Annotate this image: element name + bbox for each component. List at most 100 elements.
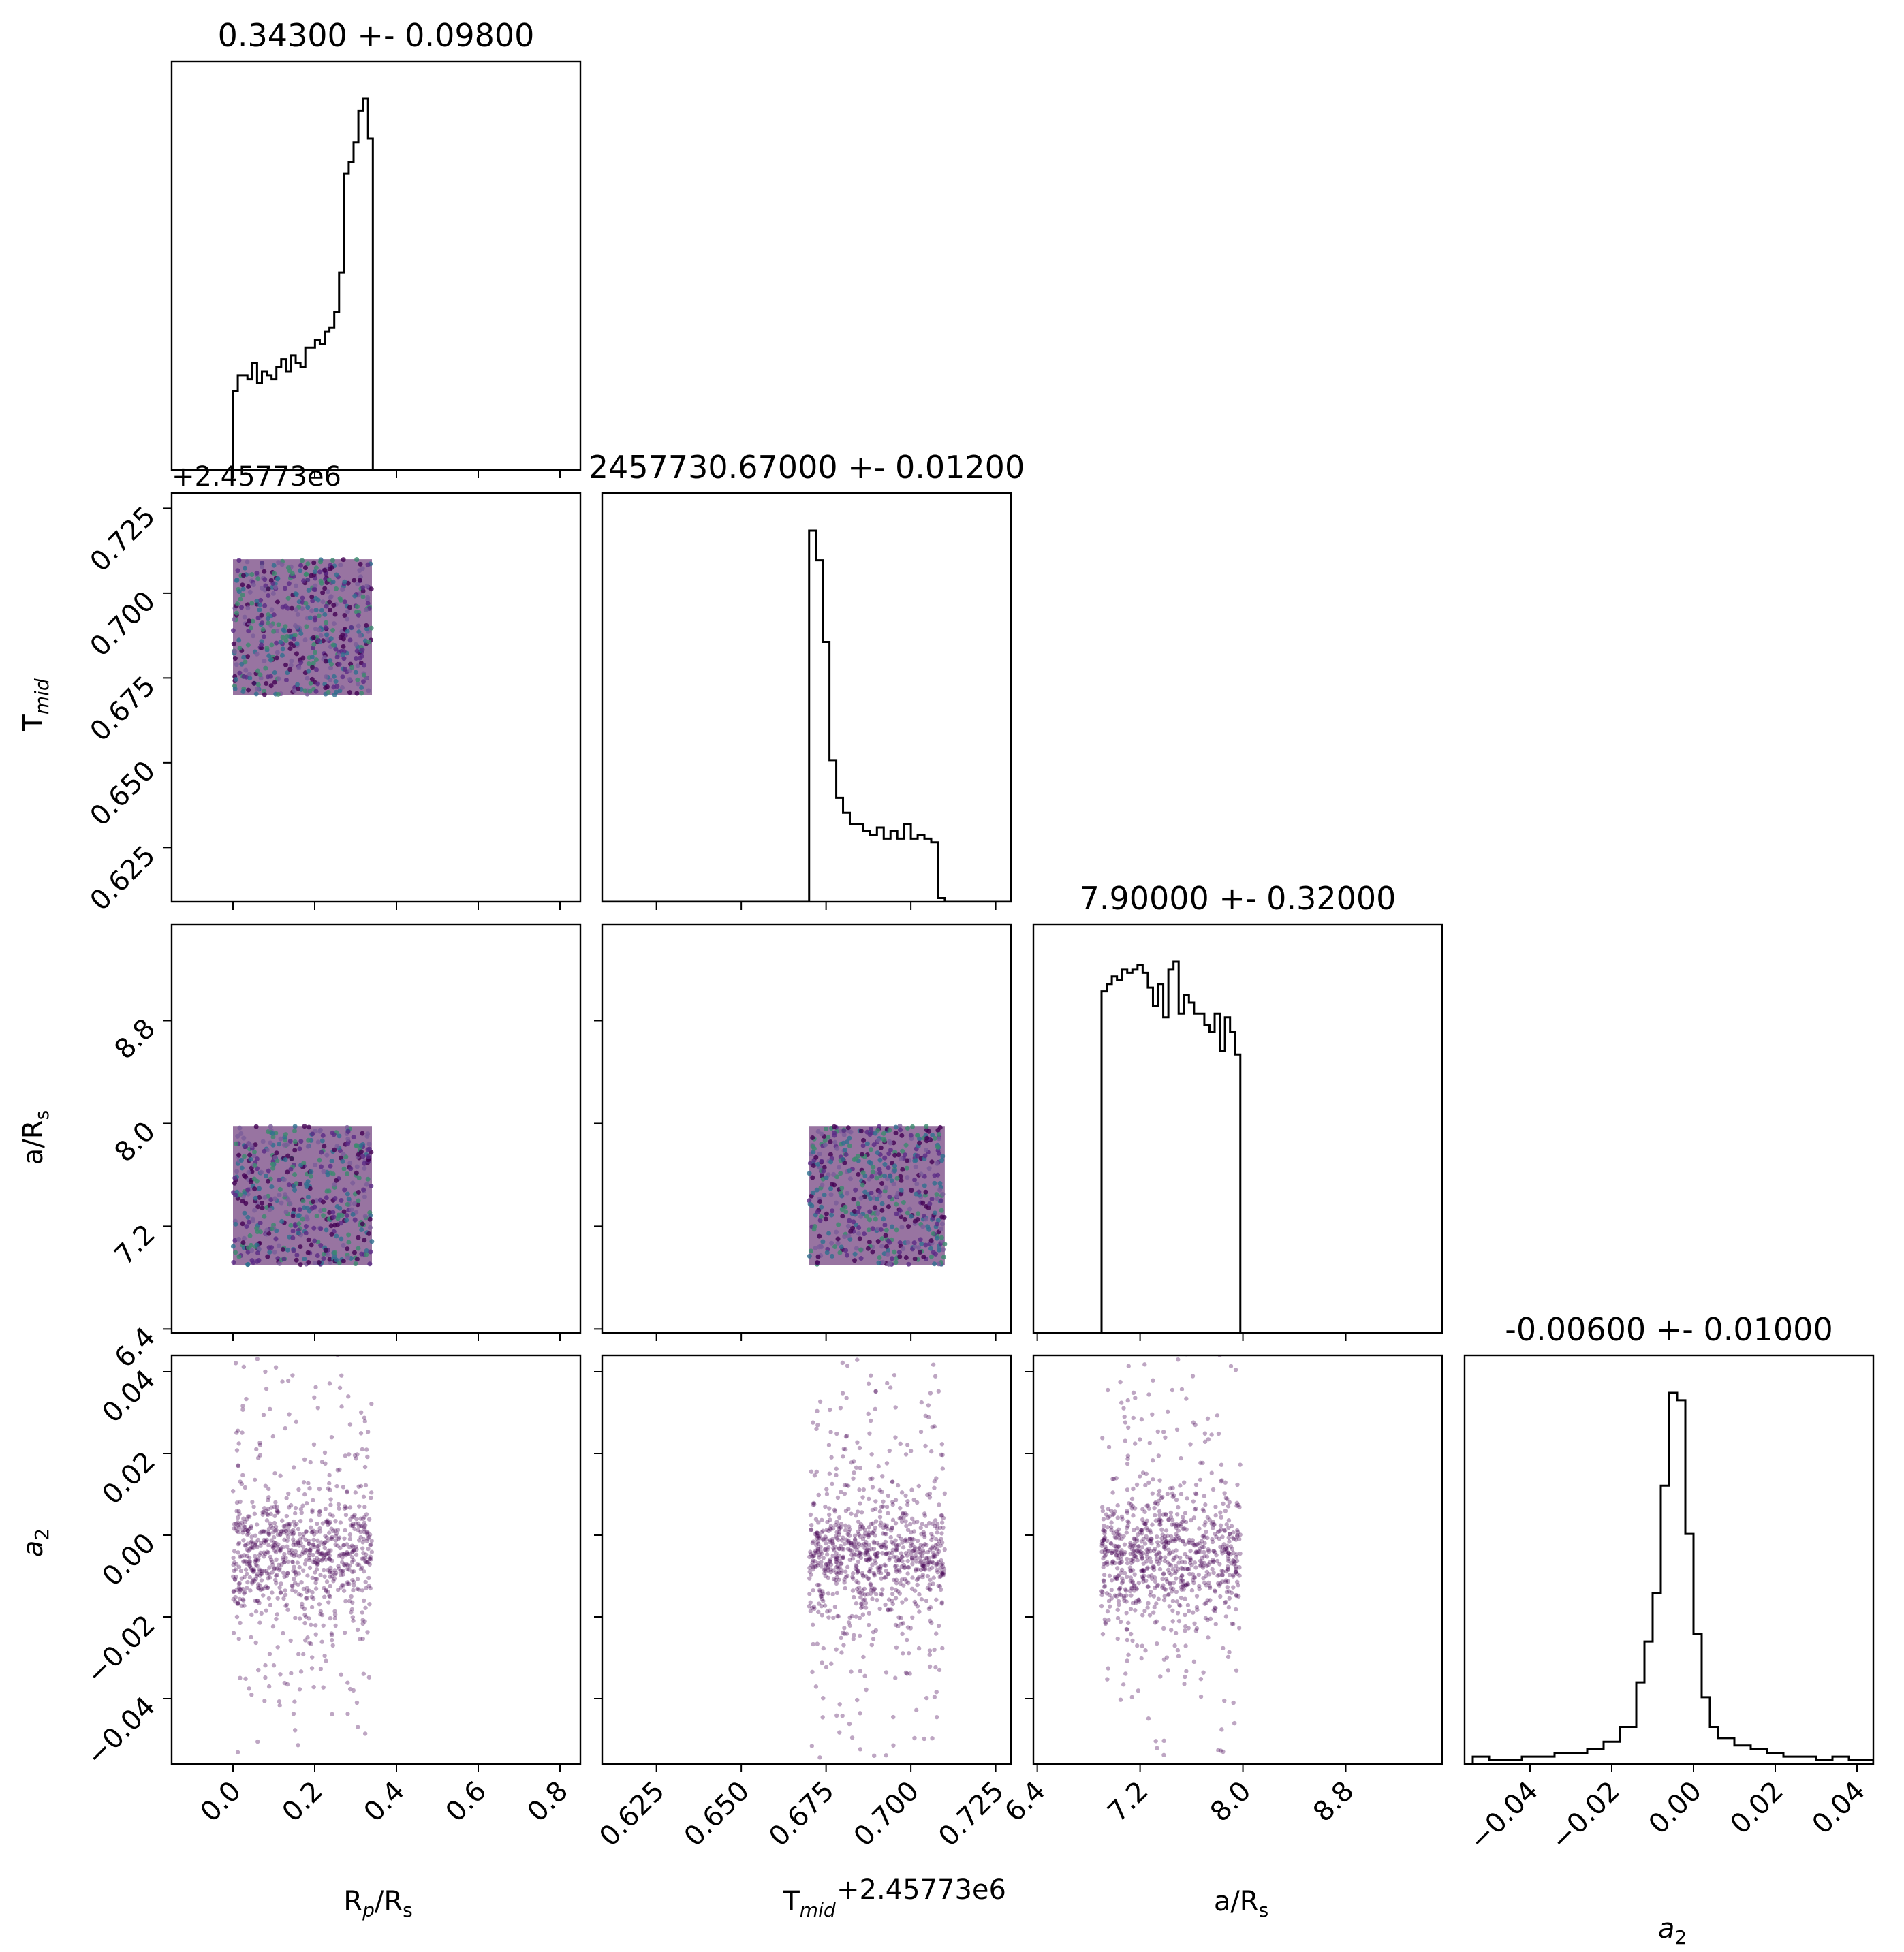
scatter-point (845, 1125, 851, 1131)
scatter-point (856, 1231, 862, 1236)
scatter-point (234, 1574, 238, 1579)
scatter-point (866, 1411, 871, 1417)
scatter-point (1125, 1524, 1130, 1528)
scatter-point (366, 1146, 372, 1152)
scatter-point (242, 1553, 247, 1558)
scatter-point (924, 1523, 929, 1528)
scatter-point (321, 1623, 326, 1628)
scatter-point (1109, 1528, 1114, 1532)
scatter-point (232, 616, 237, 622)
scatter-point (899, 1225, 905, 1230)
scatter-point (920, 1224, 926, 1229)
scatter-point (1141, 1520, 1146, 1526)
scatter-point (919, 1400, 924, 1405)
scatter-point (324, 620, 329, 625)
scatter-point (337, 1385, 343, 1391)
scatter-point (889, 1539, 894, 1545)
scatter-point (918, 1237, 923, 1242)
scatter-point (365, 595, 371, 600)
scatter-point (1202, 1494, 1206, 1498)
scatter-point (334, 1178, 339, 1183)
scatter-point (897, 1123, 903, 1129)
scatter-point (233, 1361, 238, 1366)
scatter-point (1132, 1583, 1137, 1588)
scatter-point (882, 1562, 887, 1567)
scatter-point (849, 1735, 855, 1740)
scatter-point (869, 1127, 874, 1132)
x-tick-label: 8.8 (1307, 1776, 1360, 1829)
scatter-point (1159, 1536, 1164, 1541)
scatter-point (878, 1564, 884, 1569)
scatter-point (292, 1187, 298, 1193)
scatter-point (366, 1141, 372, 1146)
scatter-point (935, 1570, 940, 1575)
scatter-point (1161, 1808, 1165, 1812)
scatter-point (367, 1532, 373, 1537)
scatter-point (369, 1496, 373, 1500)
scatter-point (247, 1555, 252, 1560)
scatter-point (1145, 1605, 1150, 1610)
scatter-point (285, 1317, 290, 1321)
scatter-point (1140, 1568, 1145, 1573)
scatter-point (316, 1259, 322, 1265)
scatter-point (917, 1140, 922, 1146)
scatter-point (240, 1240, 246, 1246)
scatter-point (346, 1394, 351, 1399)
scatter-point (355, 677, 360, 682)
scatter-point (1148, 1528, 1153, 1533)
scatter-point (1150, 1522, 1155, 1527)
scatter-point (327, 1521, 332, 1526)
scatter-point (270, 1559, 275, 1564)
scatter-point (909, 1536, 914, 1541)
scatter-point (366, 1430, 371, 1434)
scatter-point (938, 1587, 943, 1592)
scatter-point (1130, 1579, 1135, 1584)
scatter-point (334, 1257, 339, 1263)
scatter-point (921, 1564, 926, 1569)
scatter-point (349, 1594, 354, 1599)
scatter-point (1162, 1534, 1168, 1539)
scatter-point (1204, 1569, 1210, 1575)
scatter-point (826, 1561, 831, 1566)
scatter-point (345, 1581, 350, 1586)
scatter-point (858, 1669, 863, 1673)
scatter-point (281, 1560, 287, 1565)
scatter-point (850, 1588, 856, 1593)
scatter-point (811, 1588, 815, 1593)
scatter-point (1193, 1550, 1198, 1555)
scatter-point (1114, 1576, 1119, 1581)
scatter-point (1191, 1542, 1196, 1547)
scatter-point (841, 1554, 845, 1559)
scatter-point (277, 1261, 282, 1266)
scatter-point (278, 1590, 283, 1595)
scatter-point (350, 1615, 356, 1620)
scatter-point (330, 1558, 334, 1564)
scatter-point (330, 1537, 335, 1542)
scatter-point (236, 1815, 240, 1819)
scatter-point (292, 1728, 298, 1733)
scatter-point (842, 1577, 847, 1582)
scatter-point (1201, 1509, 1206, 1514)
scatter-point (248, 1179, 253, 1184)
panel-frame (170, 492, 582, 903)
scatter-point (1153, 1500, 1158, 1505)
scatter-point (267, 1575, 272, 1580)
scatter-point (850, 1556, 856, 1561)
scatter-point (846, 1539, 851, 1544)
scatter-point (309, 1530, 314, 1535)
scatter-point (926, 1403, 931, 1408)
scatter-point (349, 1607, 355, 1612)
scatter-point (234, 1521, 238, 1526)
scatter-point (864, 1557, 869, 1562)
scatter-point (278, 1473, 283, 1478)
scatter-point (824, 1562, 829, 1567)
scatter-point (317, 1513, 322, 1517)
scatter-point (268, 1554, 273, 1560)
scatter-point (232, 648, 238, 654)
scatter-point (843, 1528, 848, 1533)
scatter-point (1158, 1522, 1163, 1527)
scatter-point (1119, 1580, 1125, 1586)
scatter-point (290, 1552, 294, 1557)
scatter-point (923, 1242, 928, 1248)
scatter-point (300, 1216, 305, 1222)
